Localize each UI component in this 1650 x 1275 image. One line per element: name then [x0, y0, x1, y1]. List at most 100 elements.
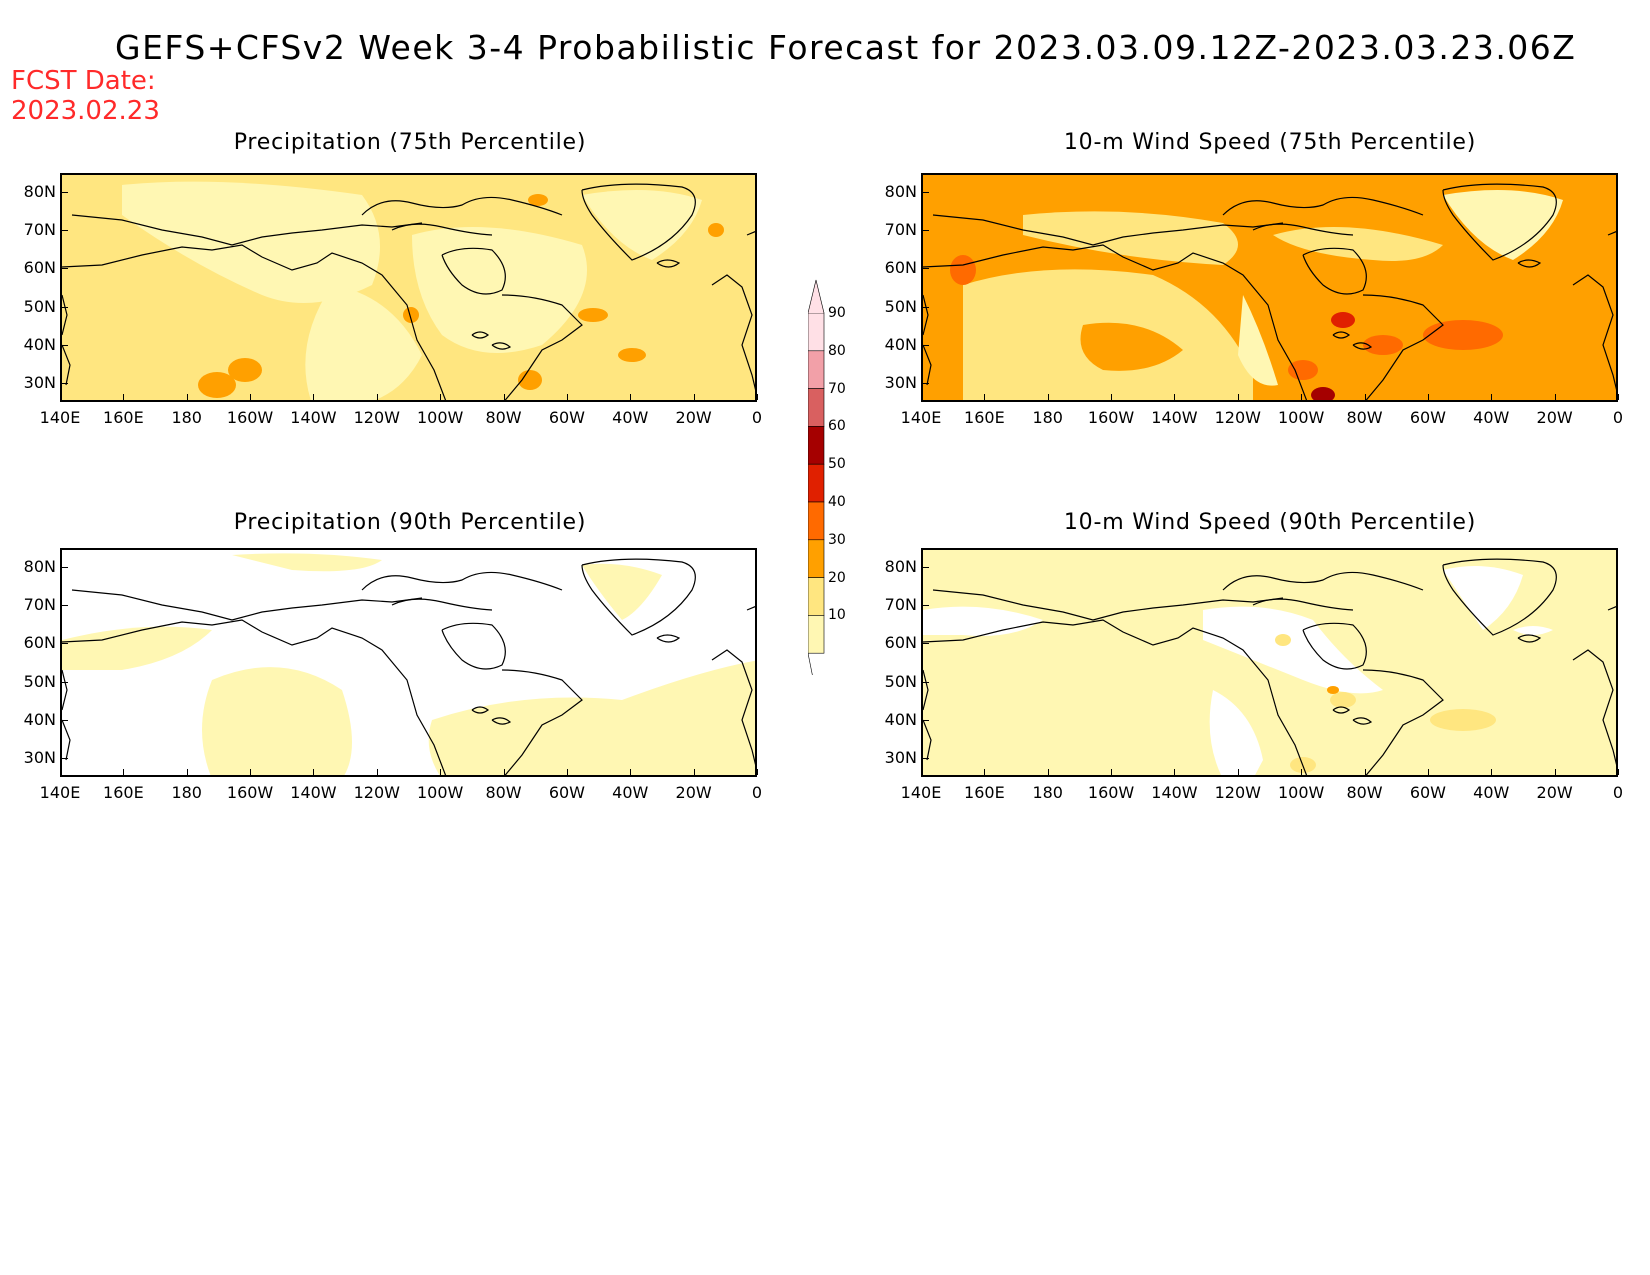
- colorbar-level-label: 60: [828, 418, 846, 435]
- map-wind-90: [921, 548, 1618, 777]
- lon-tick: [1364, 769, 1366, 775]
- colorbar-swatch: [808, 463, 825, 503]
- lat-label: 80N: [884, 182, 917, 202]
- lon-tick: [503, 394, 505, 400]
- coastline: [62, 344, 71, 386]
- lat-tick: [923, 230, 929, 232]
- lat-label: 30N: [884, 747, 917, 767]
- lat-label: 60N: [23, 258, 56, 278]
- lon-tick: [376, 769, 378, 775]
- field-region: [202, 667, 352, 775]
- field-anomaly: [528, 194, 548, 206]
- lat-label: 70N: [23, 220, 56, 240]
- lon-label: 160W: [1087, 783, 1135, 802]
- lat-label: 60N: [23, 633, 56, 653]
- field-region: [1513, 626, 1553, 635]
- lat-label: 40N: [23, 709, 56, 729]
- lat-label: 60N: [884, 258, 917, 278]
- lon-tick: [693, 394, 695, 400]
- coastline: [711, 649, 755, 765]
- lon-tick: [1491, 769, 1493, 775]
- lon-tick: [757, 769, 758, 775]
- lon-tick: [503, 769, 505, 775]
- colorbar-swatch: [808, 350, 825, 389]
- lat-label: 30N: [884, 372, 917, 392]
- map-precip-75: [60, 173, 757, 402]
- lon-label: 180: [1032, 783, 1063, 802]
- lon-label: 160E: [103, 783, 144, 802]
- lon-label: 100W: [416, 783, 464, 802]
- field-region: [1209, 690, 1263, 775]
- lon-label: 20W: [1536, 783, 1573, 802]
- lon-tick: [1554, 769, 1556, 775]
- lat-tick: [62, 605, 68, 607]
- colorbar-level-label: 40: [828, 494, 846, 510]
- field-anomaly: [198, 372, 236, 398]
- lon-tick: [440, 769, 442, 775]
- colorbar-swatch: [808, 426, 825, 465]
- field-region: [923, 606, 1043, 636]
- lon-label: 0: [1612, 408, 1624, 427]
- lon-label: 0: [1612, 783, 1624, 802]
- lat-tick: [923, 567, 929, 569]
- field-region: [232, 553, 382, 572]
- lat-label: 70N: [884, 220, 917, 240]
- colorbar: [808, 279, 825, 675]
- field-anomaly: [228, 358, 262, 382]
- coastline: [1302, 247, 1367, 295]
- coastline: [361, 196, 563, 216]
- lon-tick: [630, 394, 632, 400]
- coastline: [746, 231, 755, 236]
- lat-label: 30N: [23, 747, 56, 767]
- lon-label: 140E: [900, 408, 942, 427]
- panel-title-wind-90: 10-m Wind Speed (90th Percentile): [1063, 510, 1477, 535]
- coastline: [581, 558, 696, 636]
- lon-label: 140W: [290, 408, 337, 427]
- field-region: [582, 190, 702, 260]
- lon-label: 40W: [612, 783, 649, 802]
- lon-label: 140W: [290, 783, 337, 802]
- lat-tick: [62, 344, 68, 346]
- lon-label: 160W: [1087, 408, 1135, 427]
- lon-label: 180: [171, 408, 202, 427]
- lon-label: 20W: [1536, 408, 1573, 427]
- field-anomaly: [1423, 320, 1503, 350]
- field-anomaly: [1330, 692, 1356, 708]
- colorbar-swatch: [808, 312, 825, 352]
- lon-tick: [313, 769, 315, 775]
- lat-label: 80N: [884, 557, 917, 577]
- coastline: [932, 589, 1284, 621]
- lon-label: 120W: [1214, 408, 1261, 427]
- lat-tick: [923, 681, 929, 683]
- coastline: [711, 274, 755, 390]
- lon-tick: [1301, 769, 1303, 775]
- colorbar-swatch: [808, 615, 825, 654]
- lon-tick: [1427, 394, 1429, 400]
- fcst-date-label: FCST Date:: [11, 66, 156, 96]
- lat-label: 50N: [884, 671, 917, 691]
- coastline: [1442, 183, 1557, 261]
- coastline: [932, 214, 1284, 246]
- coastline: [62, 669, 68, 711]
- coastline: [62, 244, 447, 400]
- field-anomaly: [1331, 312, 1355, 328]
- lon-label: 120W: [353, 783, 400, 802]
- lon-label: 40W: [1473, 408, 1510, 427]
- field-region: [428, 660, 755, 775]
- lon-label: 140E: [900, 783, 942, 802]
- lat-tick: [62, 306, 68, 308]
- coastline: [62, 719, 71, 761]
- field-region: [62, 626, 212, 670]
- lon-label: 80W: [1346, 783, 1383, 802]
- lon-label: 140E: [39, 783, 81, 802]
- lon-label: 80W: [1346, 408, 1383, 427]
- coastline: [1607, 231, 1616, 236]
- lat-label: 30N: [23, 372, 56, 392]
- colorbar-swatch: [808, 388, 825, 427]
- coastline: [581, 183, 696, 261]
- lon-label: 160E: [964, 408, 1005, 427]
- coastline: [1572, 274, 1616, 390]
- lon-label: 160E: [964, 783, 1005, 802]
- lat-tick: [923, 268, 929, 270]
- field-anomaly: [403, 307, 419, 323]
